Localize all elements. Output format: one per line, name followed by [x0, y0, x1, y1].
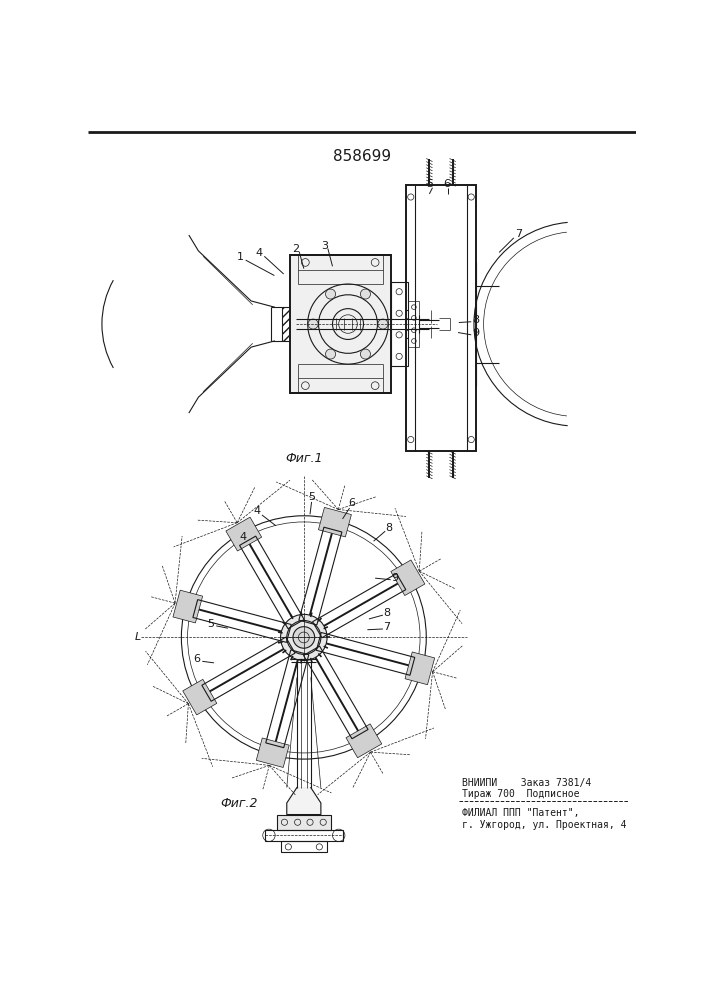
Polygon shape: [182, 679, 217, 715]
Circle shape: [281, 614, 327, 661]
Text: Тираж 700  Подписное: Тираж 700 Подписное: [462, 789, 580, 799]
Text: 6: 6: [443, 179, 450, 189]
Circle shape: [293, 627, 315, 648]
Text: 9: 9: [472, 328, 479, 338]
Text: Фиг.1: Фиг.1: [285, 452, 322, 465]
Bar: [265, 830, 343, 841]
Text: ВНИИПИ    Заказ 7381/4: ВНИИПИ Заказ 7381/4: [462, 778, 591, 788]
Text: L: L: [135, 632, 141, 642]
Bar: [391, 282, 408, 366]
Circle shape: [325, 349, 336, 359]
Text: 858699: 858699: [333, 149, 391, 164]
Polygon shape: [256, 738, 289, 767]
Polygon shape: [173, 590, 203, 623]
Bar: [290, 255, 391, 393]
Text: 2: 2: [293, 244, 300, 254]
Text: 7: 7: [383, 622, 390, 632]
Bar: [408, 301, 419, 347]
Text: 4: 4: [254, 506, 261, 516]
Text: 5: 5: [426, 179, 433, 189]
Text: ФИЛИАЛ ППП "Патент",: ФИЛИАЛ ППП "Патент",: [462, 808, 580, 818]
Text: 7: 7: [515, 229, 522, 239]
Polygon shape: [226, 517, 262, 551]
Circle shape: [378, 319, 388, 329]
Text: 3: 3: [321, 241, 328, 251]
Text: г. Ужгород, ул. Проектная, 4: г. Ужгород, ул. Проектная, 4: [462, 820, 626, 830]
Bar: [406, 185, 476, 451]
Text: 1: 1: [237, 252, 244, 262]
Bar: [282, 307, 296, 341]
Circle shape: [361, 289, 370, 299]
Text: Фиг.2: Фиг.2: [221, 797, 258, 810]
Polygon shape: [391, 560, 425, 596]
Text: 8: 8: [472, 315, 479, 325]
Text: 8: 8: [385, 523, 392, 533]
Circle shape: [308, 319, 318, 329]
Text: 4: 4: [255, 248, 262, 258]
Text: 8: 8: [383, 608, 390, 618]
Text: 4: 4: [240, 532, 247, 542]
Polygon shape: [287, 788, 321, 815]
Polygon shape: [346, 724, 382, 758]
Text: 9: 9: [391, 573, 398, 583]
Text: 6: 6: [349, 498, 356, 508]
Bar: [276, 815, 331, 830]
Text: 5: 5: [207, 619, 214, 629]
Text: 5: 5: [308, 492, 315, 502]
Polygon shape: [318, 507, 351, 537]
Text: 6: 6: [194, 654, 200, 664]
Bar: [281, 841, 327, 852]
Circle shape: [361, 349, 370, 359]
Polygon shape: [405, 652, 435, 685]
Circle shape: [325, 289, 336, 299]
